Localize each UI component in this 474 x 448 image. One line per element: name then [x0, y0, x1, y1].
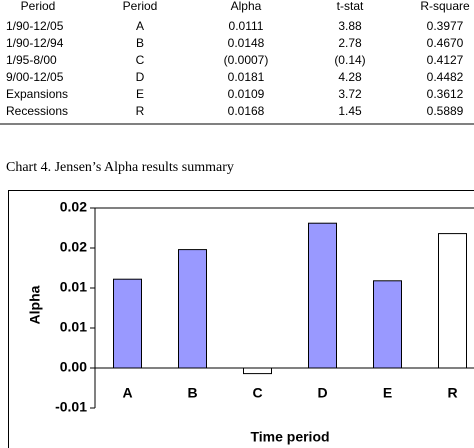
table-cell: 1/95-8/00 — [6, 53, 57, 67]
table-cell: 3.72 — [338, 87, 362, 101]
bar — [373, 280, 402, 369]
table-cell: C — [136, 53, 145, 67]
table-cell: 0.3612 — [427, 87, 464, 101]
table-cell: B — [136, 36, 144, 50]
y-tick-label: 0.01 — [60, 279, 87, 295]
x-tick-label: A — [122, 385, 132, 401]
chart-frame — [8, 190, 474, 448]
table-header: Period — [123, 0, 158, 13]
bar — [178, 249, 207, 369]
table-header: R-square — [420, 0, 470, 13]
x-tick-label: R — [447, 385, 457, 401]
x-axis-label: Time period — [250, 429, 329, 445]
table-cell: 1/90-12/05 — [6, 19, 64, 33]
table-cell: R — [136, 104, 145, 118]
table-cell: Expansions — [6, 87, 68, 101]
y-tick-label: 0.00 — [60, 359, 87, 375]
bar — [243, 367, 272, 375]
bar — [438, 233, 467, 369]
table-cell: 9/00-12/05 — [6, 70, 64, 84]
table-cell: 4.28 — [338, 70, 362, 84]
table-cell: 0.3977 — [427, 19, 464, 33]
table-cell: Recessions — [6, 104, 68, 118]
table-cell: 1.45 — [338, 104, 362, 118]
table-cell: 0.4482 — [427, 70, 464, 84]
caption: Chart 4. Jensen’s Alpha results summary — [6, 160, 234, 175]
y-tick-label: 0.01 — [60, 319, 87, 335]
table-cell: 1/90-12/94 — [6, 36, 64, 50]
table-cell: 0.0148 — [228, 36, 265, 50]
x-tick-label: E — [383, 385, 392, 401]
table-cell: (0.0007) — [224, 53, 269, 67]
table-cell: A — [136, 19, 144, 33]
table-cell: D — [136, 70, 145, 84]
table-cell: 0.4670 — [427, 36, 464, 50]
y-tick-label: -0.01 — [55, 399, 87, 415]
x-tick-label: D — [317, 385, 327, 401]
table-cell: 3.88 — [338, 19, 362, 33]
table-header: t-stat — [337, 0, 364, 13]
x-tick-label: B — [187, 385, 197, 401]
table-cell: 2.78 — [338, 36, 362, 50]
table-header: Period — [21, 0, 56, 13]
table-cell: 0.0168 — [228, 104, 265, 118]
table-cell: 0.4127 — [427, 53, 464, 67]
table-cell: 0.0111 — [229, 19, 264, 33]
table-cell: 0.5889 — [427, 104, 464, 118]
bar — [308, 222, 337, 369]
y-axis-label: Alpha — [27, 285, 43, 324]
table-cell: (0.14) — [334, 53, 365, 67]
table-header: Alpha — [231, 0, 262, 13]
y-tick-label: 0.02 — [60, 239, 87, 255]
table-cell: 0.0181 — [228, 70, 265, 84]
x-tick-label: C — [252, 385, 262, 401]
table-cell: E — [136, 87, 144, 101]
table-cell: 0.0109 — [228, 87, 265, 101]
y-tick-label: 0.02 — [60, 199, 87, 215]
bar — [113, 278, 142, 369]
